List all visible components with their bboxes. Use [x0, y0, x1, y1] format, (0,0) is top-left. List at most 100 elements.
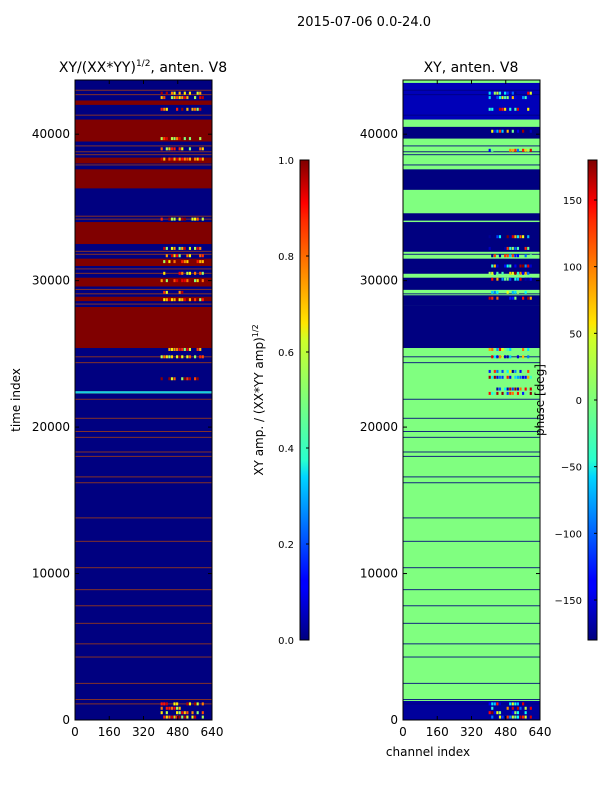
speckle-cell: [501, 277, 504, 281]
heatmap-band-6: [75, 277, 212, 287]
speckle-cell: [199, 246, 202, 250]
speckle-cell: [176, 157, 179, 161]
heatmap-stripe-4: [403, 151, 540, 153]
speckle-cell: [160, 706, 163, 710]
speckle-cell: [524, 246, 527, 250]
speckle-cell: [176, 347, 179, 351]
colorbar-tick-label: 0.6: [278, 348, 294, 359]
speckle-cell: [183, 711, 186, 715]
speckle-cell: [178, 137, 181, 141]
heatmap-speckle-row-13: [488, 347, 530, 351]
speckle-cell: [488, 91, 491, 95]
speckle-cell: [160, 377, 163, 381]
speckle-cell: [522, 347, 525, 351]
heatmap-stripe-16: [75, 356, 212, 358]
speckle-cell: [519, 271, 522, 275]
speckle-cell: [529, 715, 532, 719]
heatmap-stripe-11: [75, 268, 212, 270]
speckle-cell: [196, 217, 199, 221]
speckle-cell: [163, 260, 166, 264]
speckle-cell: [168, 377, 171, 381]
speckle-cell: [514, 264, 517, 268]
speckle-cell: [504, 391, 507, 395]
speckle-cell: [491, 715, 494, 719]
speckle-cell: [519, 235, 522, 239]
speckle-cell: [199, 91, 202, 95]
speckle-cell: [491, 347, 494, 351]
speckle-cell: [524, 391, 527, 395]
heatmap-stripe-0: [403, 89, 540, 91]
speckle-cell: [170, 217, 174, 221]
speckle-cell: [163, 271, 166, 275]
speckle-cell: [511, 706, 514, 710]
speckle-cell: [504, 369, 507, 373]
heatmap-speckle-row-7: [491, 254, 532, 258]
speckle-cell: [509, 235, 512, 239]
speckle-cell: [173, 260, 176, 264]
y-ticks-amplitude: 0 10000 20000 30000 40000: [32, 127, 212, 727]
speckle-cell: [170, 254, 174, 258]
heatmap-stripe-19: [75, 417, 212, 419]
heatmap-band-0: [403, 295, 540, 306]
speckle-cell: [506, 129, 509, 133]
heatmap-band-5: [403, 213, 540, 221]
speckle-cell: [170, 157, 174, 161]
heatmap-speckle-row-9: [163, 260, 204, 264]
speckle-cell: [188, 271, 192, 275]
heatmap-stripe-30: [75, 605, 212, 607]
speckle-cell: [491, 129, 494, 133]
speckle-cell: [194, 217, 197, 221]
speckle-cell: [516, 129, 520, 133]
y-tick-label: 20000: [360, 420, 398, 434]
speckle-cell: [176, 137, 179, 141]
speckle-cell: [514, 296, 517, 300]
speckle-cell: [527, 355, 530, 359]
speckle-cell: [173, 347, 176, 351]
speckle-cell: [183, 91, 186, 95]
speckle-cell: [496, 277, 499, 281]
heatmap-band-7: [75, 307, 212, 349]
speckle-cell: [176, 706, 179, 710]
speckle-cell: [173, 715, 176, 719]
speckle-cell: [168, 217, 171, 221]
heatmap-stripe-2: [403, 114, 540, 116]
speckle-cell: [176, 711, 179, 715]
colorbar-amplitude-label: XY amp. / (XX*YY amp)1/2: [251, 324, 266, 475]
speckle-cell: [163, 702, 166, 706]
speckle-cell: [168, 706, 171, 710]
speckle-cell: [506, 246, 509, 250]
speckle-cell: [488, 296, 491, 300]
speckle-cell: [160, 279, 163, 283]
speckle-cell: [191, 711, 194, 715]
heatmap-stripe-19: [403, 417, 540, 419]
speckle-cell: [160, 137, 163, 141]
speckle-cell: [504, 254, 507, 258]
x-tick-label: 0: [71, 725, 79, 739]
speckle-cell: [181, 377, 184, 381]
heatmap-stripe-6: [403, 164, 540, 166]
speckle-cell: [516, 702, 520, 706]
speckle-cell: [527, 387, 530, 391]
speckle-cell: [488, 107, 491, 111]
heatmap-band-10: [75, 391, 212, 393]
y-ticks-phase: 0 10000 20000 30000 40000: [360, 127, 540, 727]
speckle-cell: [168, 260, 171, 264]
heatmap-speckle-row-15: [160, 355, 204, 359]
speckle-cell: [506, 387, 509, 391]
heatmap-stripe-15: [75, 303, 212, 305]
speckle-cell: [496, 96, 499, 100]
speckle-cell: [186, 107, 189, 111]
speckle-cell: [509, 271, 512, 275]
speckle-cell: [181, 96, 184, 100]
speckle-cell: [509, 296, 512, 300]
speckle-cell: [514, 91, 517, 95]
speckle-cell: [181, 147, 184, 151]
speckle-cell: [491, 290, 494, 294]
speckle-cell: [491, 296, 494, 300]
speckle-cell: [509, 715, 512, 719]
heatmap-stripe-25: [75, 482, 212, 484]
speckle-cell: [496, 264, 499, 268]
speckle-cell: [516, 715, 520, 719]
speckle-cell: [511, 246, 514, 250]
